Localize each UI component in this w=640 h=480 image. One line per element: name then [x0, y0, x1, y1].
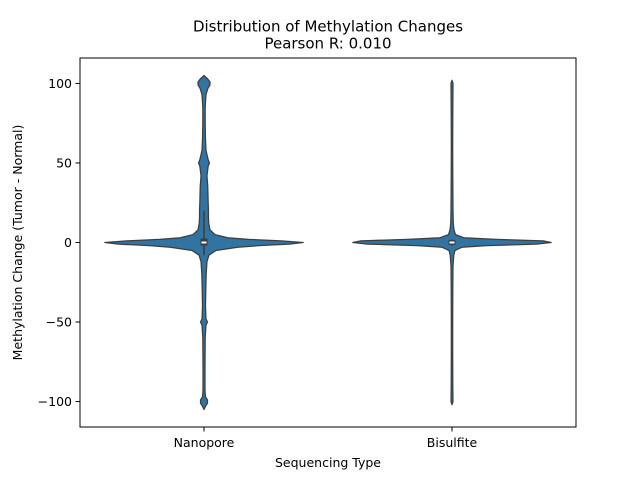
x-axis-ticks: Nanopore Bisulfite: [174, 427, 478, 450]
y-tick-label: 50: [56, 155, 72, 170]
y-tick-label: 0: [64, 235, 72, 250]
chart-title: Distribution of Methylation Changes: [193, 18, 463, 36]
violin-layer: [104, 74, 552, 411]
median-marker-bisulfite: [449, 241, 455, 244]
chart-subtitle: Pearson R: 0.010: [264, 35, 391, 53]
plot-frame: [79, 57, 577, 428]
y-tick-label: −100: [38, 394, 72, 409]
median-marker-nanopore: [201, 241, 207, 244]
x-tick-label-bisulfite: Bisulfite: [427, 435, 478, 450]
y-axis-label: Methylation Change (Tumor - Normal): [10, 125, 25, 361]
x-axis-label: Sequencing Type: [275, 455, 381, 470]
x-tick-label-nanopore: Nanopore: [174, 435, 235, 450]
y-tick-label: 100: [48, 76, 72, 91]
y-axis-ticks: −100 −50 0 50 100: [38, 76, 80, 409]
y-tick-label: −50: [46, 315, 72, 330]
